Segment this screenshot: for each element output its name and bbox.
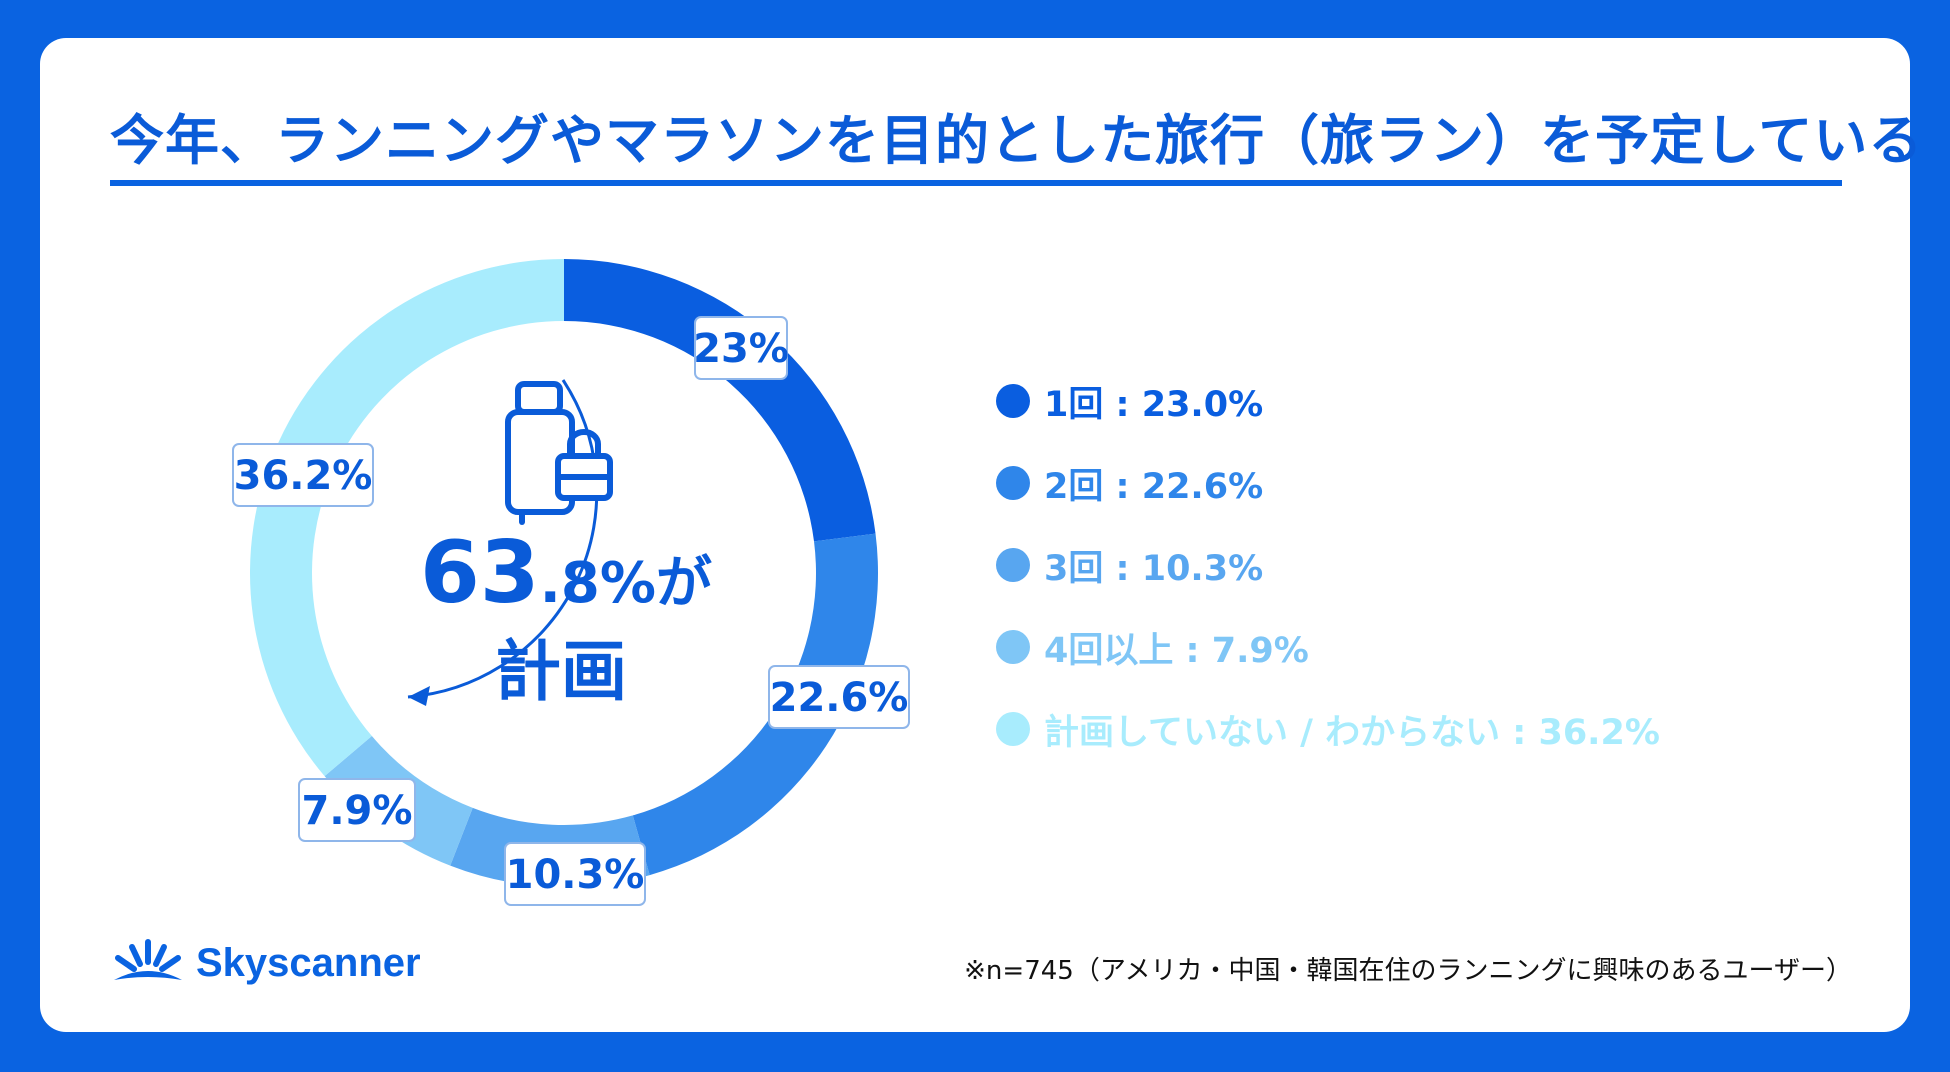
legend-dot — [996, 466, 1030, 500]
slice-label-5: 36.2% — [232, 443, 374, 507]
legend-item-4: 4回以上 : 7.9% — [996, 606, 1660, 688]
arc-arrowhead — [408, 686, 430, 706]
footnote: ※n=745（アメリカ・中国・韓国在住のランニングに興味のあるユーザー） — [964, 956, 1852, 986]
center-value-main: 63 — [420, 523, 540, 623]
center-value-rest: .8%が — [540, 551, 712, 616]
slice-label-text: 22.6% — [770, 675, 909, 721]
legend-dot — [996, 712, 1030, 746]
donut-chart: 63.8%が 計画 23% 22.6% 10.3% 7.9% 36.2% — [232, 259, 910, 906]
slice-label-1: 23% — [693, 316, 789, 380]
legend: 1回 : 23.0% 2回 : 22.6% 3回 : 10.3% 4回以上 : … — [996, 360, 1660, 770]
logo-text: Skyscanner — [196, 940, 421, 985]
title-underline — [110, 180, 1842, 186]
donut-slice-1 — [564, 259, 876, 542]
legend-item-1: 1回 : 23.0% — [996, 360, 1660, 442]
donut-slice-2 — [632, 533, 878, 876]
center-plan-label: 計画 — [495, 633, 627, 710]
slice-label-box — [504, 842, 646, 906]
slice-label-box — [694, 316, 788, 380]
legend-item-2: 2回 : 22.6% — [996, 442, 1660, 524]
slice-label-box — [768, 665, 910, 729]
slice-label-2: 22.6% — [768, 665, 910, 729]
legend-dot — [996, 384, 1030, 418]
slice-label-text: 7.9% — [302, 788, 413, 834]
card: 今年、ランニングやマラソンを目的とした旅行（旅ラン）を予定している 63.8%が… — [40, 38, 1922, 1032]
slice-label-box — [298, 778, 416, 842]
legend-label: 計画していない / わからない : 36.2% — [1044, 712, 1660, 753]
slice-label-box — [232, 443, 374, 507]
planned-arc — [407, 379, 599, 699]
center-percentage: 63.8%が — [420, 523, 712, 623]
legend-label: 2回 : 22.6% — [1044, 466, 1264, 507]
legend-dot — [996, 630, 1030, 664]
slice-label-text: 23% — [693, 326, 789, 372]
luggage-icon — [505, 381, 613, 525]
legend-label: 1回 : 23.0% — [1044, 384, 1264, 425]
slice-label-4: 7.9% — [298, 778, 416, 842]
skyscanner-logo: Skyscanner — [110, 938, 421, 988]
chart-title: 今年、ランニングやマラソンを目的とした旅行（旅ラン）を予定している — [110, 109, 1924, 172]
legend-label: 3回 : 10.3% — [1044, 548, 1264, 589]
sunrise-icon — [114, 939, 182, 980]
donut-slice-5 — [249, 259, 564, 777]
slice-label-text: 36.2% — [234, 453, 373, 499]
legend-label: 4回以上 : 7.9% — [1044, 630, 1309, 671]
slice-label-text: 10.3% — [506, 852, 645, 898]
slice-label-3: 10.3% — [504, 842, 646, 906]
legend-item-5: 計画していない / わからない : 36.2% — [996, 688, 1660, 770]
legend-dot — [996, 548, 1030, 582]
legend-item-3: 3回 : 10.3% — [996, 524, 1660, 606]
